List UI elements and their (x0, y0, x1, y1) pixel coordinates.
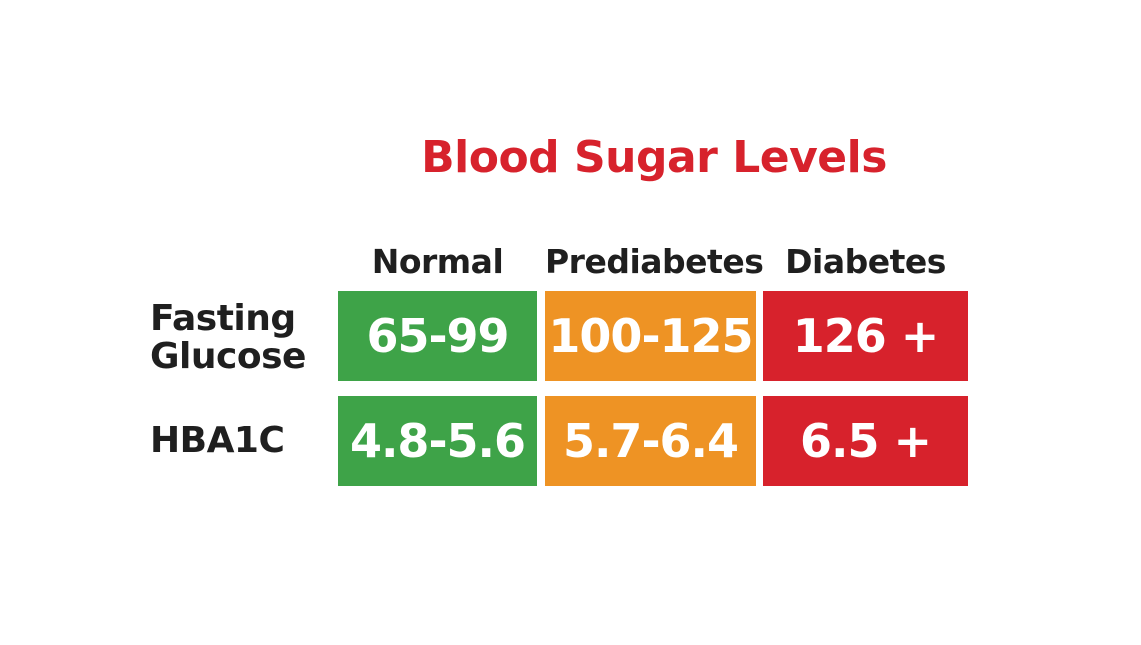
cell-fasting-normal: 65-99 (338, 291, 537, 381)
cell-fasting-diabetes: 126 + (763, 291, 968, 381)
row-label-hba1c: HBA1C (150, 422, 330, 460)
cell-hba1c-prediabetes: 5.7-6.4 (545, 396, 756, 486)
row-label-fasting-glucose: Fasting Glucose (150, 300, 330, 376)
cell-fasting-prediabetes: 100-125 (545, 291, 756, 381)
cell-hba1c-diabetes: 6.5 + (763, 396, 968, 486)
row-label-line: Fasting (150, 298, 296, 339)
column-header-diabetes: Diabetes (785, 242, 946, 281)
column-header-normal: Normal (371, 242, 504, 281)
column-header-prediabetes: Prediabetes (545, 242, 764, 281)
row-label-line: Glucose (150, 336, 306, 377)
chart-title: Blood Sugar Levels (421, 132, 887, 183)
cell-hba1c-normal: 4.8-5.6 (338, 396, 537, 486)
row-label-line: HBA1C (150, 420, 285, 461)
